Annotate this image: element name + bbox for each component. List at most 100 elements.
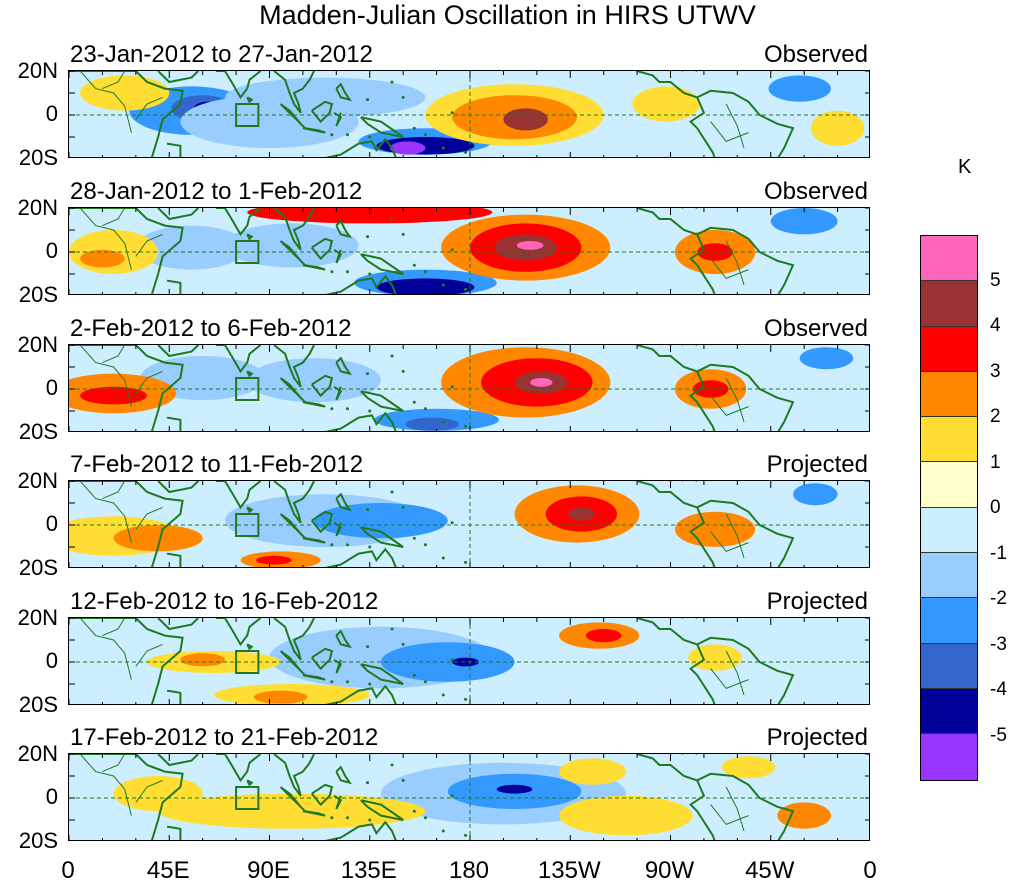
country-border: [102, 754, 126, 773]
coastline: [216, 345, 262, 374]
island-marker: [464, 697, 468, 701]
anomaly-map-svg: [69, 754, 869, 840]
island-marker: [464, 424, 468, 428]
country-border: [102, 71, 126, 90]
island-marker: [412, 126, 416, 130]
anomaly-contour: [585, 629, 622, 643]
panel-date-range: 12-Feb-2012 to 16-Feb-2012: [70, 588, 379, 615]
island-marker: [368, 682, 372, 686]
country-border: [725, 513, 745, 559]
anomaly-contour: [559, 758, 626, 785]
coastline: [311, 237, 334, 261]
coastline: [302, 810, 326, 817]
island-marker: [441, 829, 445, 833]
country-border: [135, 233, 163, 257]
anomaly-contour: [253, 690, 308, 704]
latitude-label: 20S: [18, 282, 58, 307]
coastline: [69, 481, 184, 567]
island-marker: [345, 816, 349, 820]
coastline: [636, 618, 698, 646]
anomaly-contour: [80, 386, 147, 405]
latitude-label: 20N: [17, 741, 58, 766]
latitude-label: 0: [45, 375, 58, 400]
coastline: [246, 370, 254, 378]
anomaly-contour: [688, 644, 742, 671]
coastline: [689, 644, 716, 704]
country-border: [135, 506, 163, 530]
legend-tick-label: -3: [990, 633, 1007, 655]
anomaly-map: [68, 753, 870, 841]
coastline: [311, 100, 334, 124]
longitude-axis: 0 45E 90E 135E 180 135W 90W 45W 0: [0, 858, 900, 887]
coastline: [302, 401, 326, 408]
longitude-label: 45E: [146, 857, 190, 884]
longitude-label: 90E: [247, 857, 290, 884]
coastline: [246, 96, 254, 104]
island-marker: [464, 833, 468, 837]
legend-swatch: [921, 643, 977, 689]
country-border: [725, 240, 745, 286]
anomaly-contour: [530, 378, 553, 387]
legend-swatch: [921, 236, 977, 282]
coastline: [689, 234, 716, 294]
coastline: [302, 674, 326, 681]
coastline: [636, 345, 698, 373]
latitude-label: 20S: [18, 145, 58, 170]
country-border: [102, 618, 126, 637]
coastline: [335, 492, 353, 512]
latitude-label: 0: [45, 648, 58, 673]
anomaly-map: [68, 207, 870, 295]
island-marker: [412, 536, 416, 540]
legend-swatch: [921, 462, 977, 508]
latitude-label: 20S: [18, 828, 58, 853]
coastline: [311, 374, 334, 398]
coastline: [335, 82, 353, 102]
country-border: [710, 258, 749, 280]
panel-date-range: 23-Jan-2012 to 27-Jan-2012: [70, 41, 373, 68]
anomaly-contour: [376, 278, 475, 294]
island-marker: [390, 627, 394, 631]
latitude-label: 20N: [17, 332, 58, 357]
island-marker: [330, 816, 334, 820]
legend-swatch: [921, 281, 977, 327]
coastline: [246, 779, 254, 787]
island-marker: [464, 150, 468, 154]
panel-status-label: Projected: [766, 724, 868, 751]
island-marker: [368, 409, 372, 413]
island-marker: [412, 809, 416, 813]
coastline: [157, 481, 199, 494]
panel-date-range: 17-Feb-2012 to 21-Feb-2012: [70, 724, 379, 751]
country-border: [710, 531, 749, 553]
coastline: [157, 618, 199, 631]
coastline: [689, 97, 716, 157]
island-marker: [450, 794, 454, 798]
legend-tick-label: -1: [990, 542, 1007, 564]
country-border: [710, 804, 749, 826]
island-marker: [390, 490, 394, 494]
coastline: [166, 416, 182, 431]
anomaly-contour: [496, 784, 533, 794]
panel-status-label: Projected: [766, 588, 868, 615]
map-panel: 23-Jan-2012 to 27-Jan-2012 Observed 20N 0 20…: [0, 41, 900, 169]
coastline: [335, 356, 353, 376]
island-marker: [441, 693, 445, 697]
island-marker: [330, 133, 334, 137]
coastline: [273, 481, 315, 524]
legend-tick-label: 4: [990, 315, 1001, 336]
anomaly-map: [68, 480, 870, 568]
coastline: [157, 754, 199, 767]
country-border: [135, 96, 163, 120]
island-marker: [330, 270, 334, 274]
island-marker: [368, 818, 372, 822]
coastline: [302, 537, 326, 544]
coastline: [216, 71, 262, 100]
coastline: [246, 233, 254, 241]
island-marker: [345, 680, 349, 684]
coastline: [273, 618, 315, 661]
island-marker: [423, 407, 427, 411]
coastline: [696, 499, 795, 567]
island-marker: [366, 235, 370, 239]
anomaly-contour: [180, 653, 225, 667]
anomaly-contour: [768, 75, 831, 102]
coastline: [69, 754, 184, 840]
